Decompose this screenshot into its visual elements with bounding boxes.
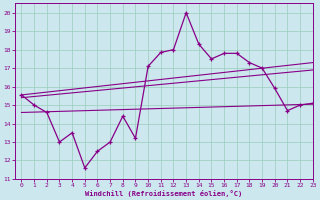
X-axis label: Windchill (Refroidissement éolien,°C): Windchill (Refroidissement éolien,°C) <box>85 190 243 197</box>
